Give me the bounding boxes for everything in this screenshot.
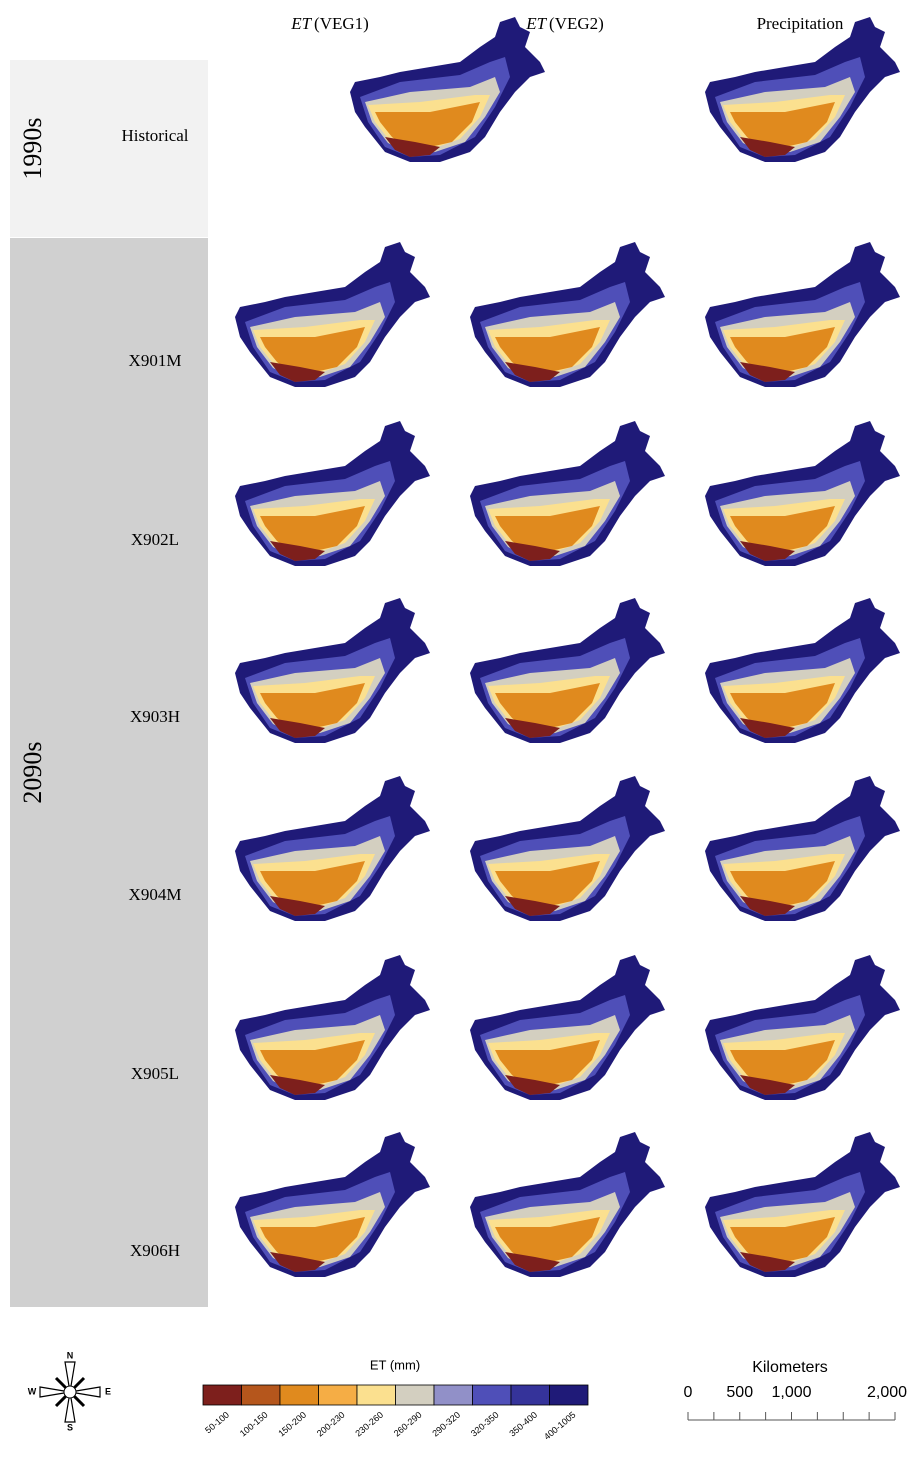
- legend-swatch: [473, 1385, 512, 1405]
- legend-swatch: [550, 1385, 589, 1405]
- scale-label: 2,000: [867, 1384, 907, 1401]
- scale-label: 0: [684, 1384, 693, 1401]
- legend-label: 50-100: [203, 1410, 231, 1436]
- legend-label: 150-200: [276, 1410, 308, 1439]
- column-label: ET: [525, 14, 547, 33]
- map: [235, 776, 430, 921]
- scale-label: 500: [726, 1384, 753, 1401]
- map: [705, 955, 900, 1100]
- compass-letter: E: [105, 1386, 111, 1396]
- legend-label: 260-290: [392, 1410, 424, 1439]
- compass-letter: S: [67, 1422, 73, 1432]
- map: [705, 1132, 900, 1277]
- map: [470, 242, 665, 387]
- legend-swatch: [319, 1385, 358, 1405]
- legend-label: 290-320: [430, 1410, 462, 1439]
- group-label: 2090s: [18, 741, 47, 803]
- scale-label: 1,000: [771, 1384, 811, 1401]
- legend-label: 400-1005: [542, 1410, 578, 1442]
- legend-swatch: [357, 1385, 396, 1405]
- compass: N E S W: [28, 1350, 111, 1432]
- map: [705, 17, 900, 162]
- legend-swatch: [434, 1385, 473, 1405]
- legend-label: 200-230: [315, 1410, 347, 1439]
- legend-swatch: [280, 1385, 319, 1405]
- legend-swatch: [511, 1385, 550, 1405]
- map: [235, 598, 430, 743]
- row-label: X902L: [131, 530, 179, 549]
- legend-label: 350-400: [507, 1410, 539, 1439]
- column-label: Precipitation: [757, 14, 844, 33]
- compass-letter: W: [28, 1386, 37, 1396]
- column-header: Precipitation: [757, 14, 844, 33]
- map: [470, 598, 665, 743]
- row-label: X904M: [129, 885, 182, 904]
- map: [470, 955, 665, 1100]
- legend-title: ET (mm): [370, 1357, 420, 1372]
- map: [235, 955, 430, 1100]
- column-header: ET(VEG2): [525, 14, 604, 33]
- row-label: Historical: [121, 126, 188, 145]
- row-label: X901M: [129, 351, 182, 370]
- map: [235, 1132, 430, 1277]
- compass-letter: N: [67, 1350, 74, 1360]
- legend-swatch: [396, 1385, 435, 1405]
- compass-center: [64, 1386, 76, 1398]
- map: [705, 242, 900, 387]
- row-label: X905L: [131, 1064, 179, 1083]
- legend-label: 320-350: [469, 1410, 501, 1439]
- column-qualifier: (VEG2): [549, 14, 604, 33]
- legend-swatch: [203, 1385, 242, 1405]
- map: [235, 421, 430, 566]
- group-label: 1990s: [18, 117, 47, 179]
- map: [705, 598, 900, 743]
- map: [705, 421, 900, 566]
- map: [470, 421, 665, 566]
- column-header: ET(VEG1): [290, 14, 369, 33]
- map-figure: ET(VEG1)ET(VEG2)Precipitation1990sHistor…: [0, 0, 922, 1463]
- figure: ET(VEG1)ET(VEG2)Precipitation1990sHistor…: [0, 0, 922, 1463]
- map: [470, 1132, 665, 1277]
- column-qualifier: (VEG1): [314, 14, 369, 33]
- map: [705, 776, 900, 921]
- legend-label: 230-260: [353, 1410, 385, 1439]
- map: [470, 776, 665, 921]
- legend-swatch: [242, 1385, 281, 1405]
- row-label: X903H: [130, 707, 180, 726]
- row-label: X906H: [130, 1241, 180, 1260]
- column-label: ET: [290, 14, 312, 33]
- map: [350, 17, 545, 162]
- map: [235, 242, 430, 387]
- legend-label: 100-150: [238, 1410, 270, 1439]
- scale-title: Kilometers: [752, 1359, 828, 1376]
